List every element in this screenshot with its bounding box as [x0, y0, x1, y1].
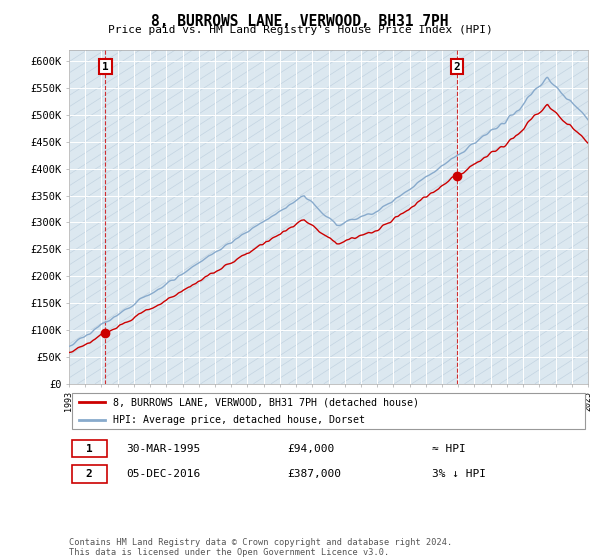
Text: 8, BURROWS LANE, VERWOOD, BH31 7PH (detached house): 8, BURROWS LANE, VERWOOD, BH31 7PH (deta… [113, 397, 419, 407]
Text: ≈ HPI: ≈ HPI [432, 444, 466, 454]
Text: 05-DEC-2016: 05-DEC-2016 [126, 469, 200, 479]
Text: Price paid vs. HM Land Registry's House Price Index (HPI): Price paid vs. HM Land Registry's House … [107, 25, 493, 35]
Text: 3% ↓ HPI: 3% ↓ HPI [432, 469, 486, 479]
FancyBboxPatch shape [71, 465, 107, 483]
Text: 30-MAR-1995: 30-MAR-1995 [126, 444, 200, 454]
Text: £94,000: £94,000 [287, 444, 334, 454]
Text: 2: 2 [86, 469, 92, 479]
Text: 1: 1 [86, 444, 92, 454]
Text: HPI: Average price, detached house, Dorset: HPI: Average price, detached house, Dors… [113, 415, 365, 425]
Text: 1: 1 [102, 62, 109, 72]
FancyBboxPatch shape [71, 393, 586, 429]
Text: 2: 2 [454, 62, 460, 72]
Text: 8, BURROWS LANE, VERWOOD, BH31 7PH: 8, BURROWS LANE, VERWOOD, BH31 7PH [151, 14, 449, 29]
Text: Contains HM Land Registry data © Crown copyright and database right 2024.
This d: Contains HM Land Registry data © Crown c… [69, 538, 452, 557]
Text: £387,000: £387,000 [287, 469, 341, 479]
FancyBboxPatch shape [71, 440, 107, 458]
